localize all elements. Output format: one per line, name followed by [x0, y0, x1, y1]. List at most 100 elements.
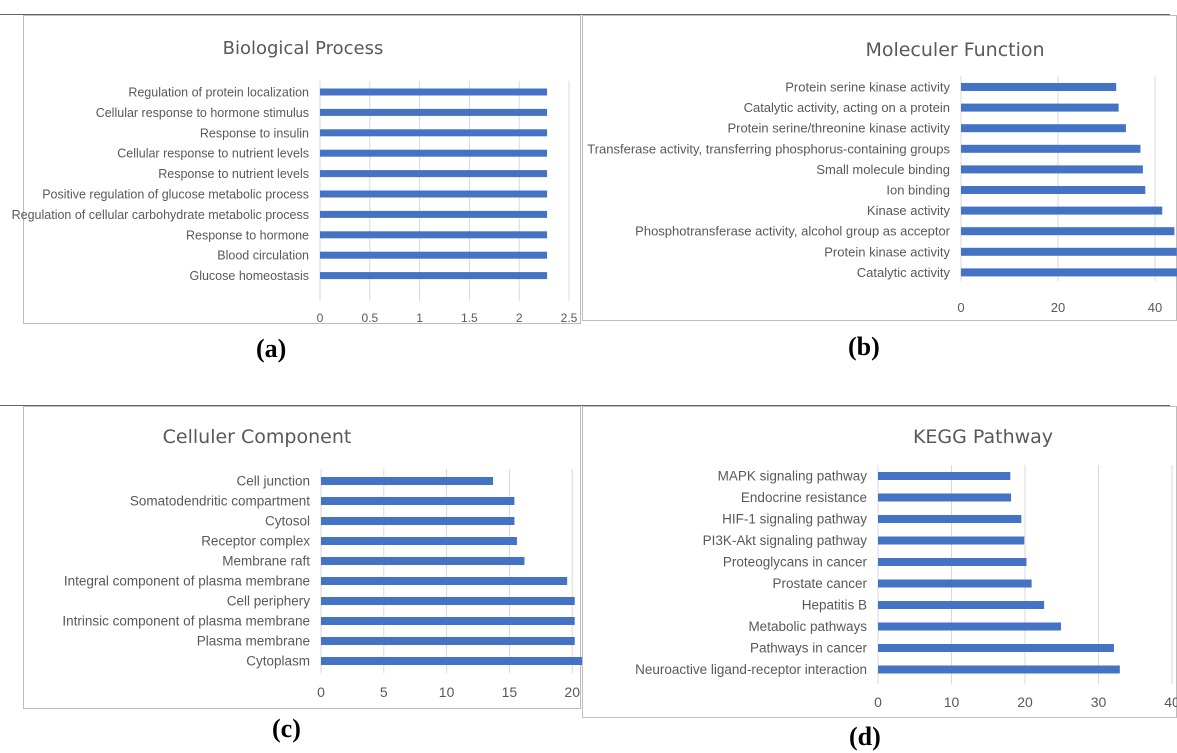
bp-bar-8 [320, 251, 548, 259]
bp-tick-label-4: 2 [516, 311, 523, 325]
mf-bar-0 [961, 83, 1117, 91]
kegg-category-label-0: MAPK signaling pathway [718, 469, 868, 484]
kegg-tick-label-4: 40 [1164, 694, 1177, 710]
bp-tick-label-0: 0 [317, 311, 324, 325]
cc-bar-4 [321, 557, 525, 565]
mf-category-label-4: Small molecule binding [816, 162, 950, 177]
mf-chart-title: Moleculer Function [865, 39, 1044, 61]
kegg-tick-label-1: 10 [944, 694, 960, 710]
mf-category-label-8: Protein kinase activity [824, 244, 950, 259]
chart-cellular-component: Celluler Component 0 5 10 15 20 Cell junction S… [23, 406, 598, 709]
kegg-bar-6 [878, 601, 1045, 609]
bp-bar-7 [320, 231, 548, 239]
bp-bar-3 [320, 149, 548, 157]
top-divider-b [580, 14, 1170, 15]
kegg-tick-label-2: 20 [1017, 694, 1033, 710]
cc-category-label-5: Integral component of plasma membrane [64, 574, 310, 589]
mf-bar-3 [961, 144, 1141, 153]
kegg-bar-9 [878, 665, 1120, 674]
cc-category-label-4: Membrane raft [222, 554, 310, 569]
chart-svg-b: Moleculer Function 0 20 40 Protein serine ki… [587, 39, 1177, 315]
bp-tick-label-3: 1.5 [461, 311, 478, 325]
mf-category-label-6: Kinase activity [867, 203, 951, 218]
panel-label-a: (a) [256, 334, 287, 363]
chart-svg-a: Biological Process 0 0.5 1 1.5 2 2.5 Regulation… [12, 38, 578, 325]
bp-category-label-2: Response to insulin [200, 126, 309, 140]
chart-kegg-pathway: KEGG Pathway 0 10 20 30 40 MAPK signaling path… [582, 406, 1177, 718]
kegg-bar-0 [878, 472, 1011, 480]
mf-category-label-5: Ion binding [886, 183, 950, 198]
kegg-category-label-4: Proteoglycans in cancer [723, 555, 868, 570]
chart-biological-process: Biological Process 0 0.5 1 1.5 2 2.5 Regulation… [12, 15, 581, 325]
mf-category-label-2: Protein serine/threonine kinase activity [727, 121, 950, 136]
cc-category-label-8: Plasma membrane [197, 634, 310, 649]
mf-bar-4 [961, 165, 1143, 174]
kegg-bar-3 [878, 536, 1025, 545]
mf-tick-label-2: 40 [1148, 300, 1162, 315]
mf-bar-6 [961, 206, 1163, 215]
bp-tick-label-5: 2.5 [561, 311, 578, 325]
cc-bar-5 [321, 577, 568, 585]
mf-tick-label-1: 20 [1051, 300, 1065, 315]
kegg-category-label-9: Neuroactive ligand-receptor interaction [635, 662, 867, 677]
kegg-bar-1 [878, 493, 1012, 502]
chart-molecular-function: Moleculer Function 0 20 40 Protein serine ki… [582, 15, 1177, 321]
bp-bar-4 [320, 170, 548, 178]
cc-category-label-0: Cell junction [236, 474, 310, 489]
kegg-bar-4 [878, 558, 1027, 566]
cc-tick-label-0: 0 [317, 684, 325, 700]
chart-svg-d: KEGG Pathway 0 10 20 30 40 MAPK signaling path… [635, 426, 1177, 710]
kegg-tick-label-0: 0 [874, 694, 882, 710]
cc-bar-7 [321, 617, 575, 625]
kegg-category-label-2: HIF-1 signaling pathway [722, 512, 867, 527]
cc-bar-8 [321, 637, 575, 645]
mf-category-label-0: Protein serine kinase activity [785, 80, 950, 95]
bp-category-label-1: Cellular response to hormone stimulus [96, 106, 309, 120]
panel-label-b: (b) [848, 332, 880, 361]
mf-category-label-3: Transferase activity, transferring phosp… [587, 141, 950, 156]
bp-category-label-3: Cellular response to nutrient levels [117, 147, 309, 161]
cc-bar-6 [321, 597, 575, 605]
cc-bar-1 [321, 497, 515, 505]
bp-category-label-6: Regulation of cellular carbohydrate meta… [12, 208, 309, 222]
cc-bar-9 [321, 657, 598, 665]
cc-bar-2 [321, 517, 515, 525]
mf-bar-8 [961, 247, 1177, 256]
bp-tick-label-1: 0.5 [361, 311, 378, 325]
cc-tick-label-4: 20 [564, 684, 580, 700]
kegg-tick-label-3: 30 [1091, 694, 1107, 710]
panel-label-d: (d) [849, 722, 881, 751]
cc-bar-0 [321, 477, 494, 485]
bp-category-label-9: Glucose homeostasis [189, 269, 309, 283]
cc-category-label-6: Cell periphery [227, 594, 311, 609]
cc-category-label-3: Receptor complex [201, 534, 310, 549]
cc-bar-3 [321, 537, 517, 545]
bp-bar-6 [320, 210, 548, 218]
bp-category-label-5: Positive regulation of glucose metabolic… [42, 188, 309, 202]
kegg-chart-title: KEGG Pathway [913, 426, 1053, 448]
cc-tick-label-1: 5 [380, 684, 388, 700]
bp-category-label-8: Blood circulation [217, 249, 309, 263]
bp-bar-1 [320, 108, 548, 116]
bp-bar-9 [320, 272, 548, 280]
mf-tick-label-0: 0 [957, 300, 964, 315]
kegg-bar-5 [878, 579, 1032, 588]
middle-divider-c [0, 405, 580, 406]
cc-category-label-7: Intrinsic component of plasma membrane [62, 614, 310, 629]
top-divider-a [0, 14, 580, 15]
kegg-bar-7 [878, 622, 1062, 631]
cc-category-label-2: Cytosol [265, 514, 310, 529]
bp-chart-title: Biological Process [223, 38, 384, 59]
kegg-category-label-1: Endocrine resistance [741, 490, 867, 505]
mf-category-label-1: Catalytic activity, acting on a protein [744, 100, 950, 115]
mf-bar-7 [961, 227, 1175, 236]
kegg-category-label-8: Pathways in cancer [750, 641, 868, 656]
mf-category-label-7: Phosphotransferase activity, alcohol gro… [635, 224, 950, 239]
cc-category-label-1: Somatodendritic compartment [130, 494, 310, 509]
cc-category-label-9: Cytoplasm [246, 654, 310, 669]
bp-category-label-0: Regulation of protein localization [128, 86, 309, 100]
bp-tick-label-2: 1 [416, 311, 423, 325]
kegg-category-label-6: Hepatitis B [802, 598, 867, 613]
kegg-bar-2 [878, 515, 1022, 523]
cc-tick-label-2: 10 [439, 684, 455, 700]
